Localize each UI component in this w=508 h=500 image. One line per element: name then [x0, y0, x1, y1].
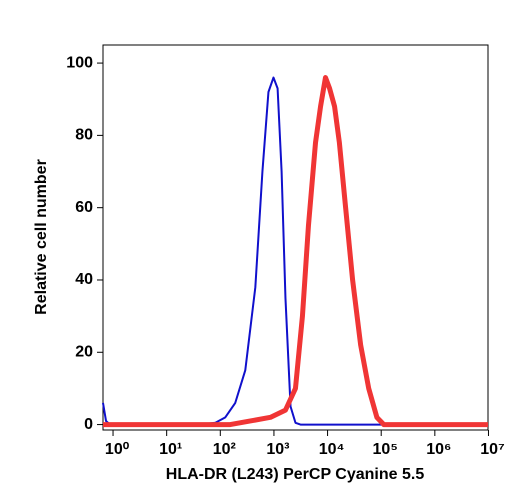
x-tick-label: 10⁶	[426, 441, 451, 458]
plot-frame	[102, 44, 489, 431]
x-tick-label: 10⁴	[319, 441, 345, 458]
x-axis-label: HLA-DR (L243) PerCP Cyanine 5.5	[166, 466, 425, 483]
x-tick-label: 10⁵	[373, 441, 398, 458]
y-tick-label: 100	[66, 54, 93, 71]
y-axis-label: Relative cell number	[33, 159, 50, 315]
x-tick-label: 10¹	[159, 441, 182, 458]
histogram-line	[103, 75, 488, 428]
y-tick-label: 40	[75, 271, 93, 288]
y-tick-label: 80	[75, 127, 93, 144]
x-tick-label: 10²	[213, 441, 236, 458]
y-tick-label: 0	[84, 416, 93, 433]
x-tick-label: 10⁰	[105, 441, 130, 458]
x-tick-label: 10³	[266, 441, 289, 458]
x-tick-label: 10⁷	[480, 441, 504, 458]
y-tick-label: 20	[75, 343, 93, 360]
y-tick-label: 60	[75, 199, 93, 216]
